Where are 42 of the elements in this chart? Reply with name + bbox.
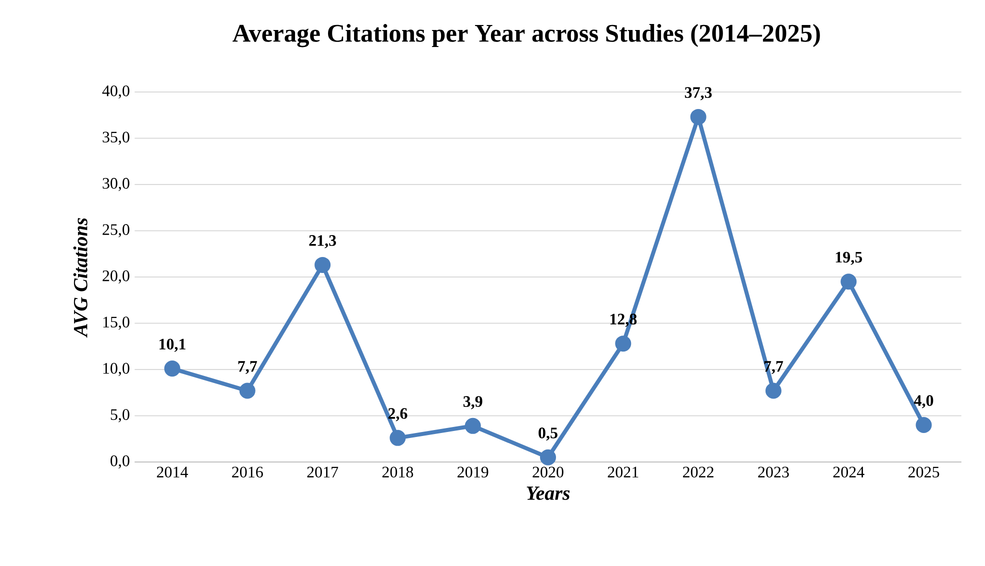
point	[464, 418, 481, 434]
y-tick-label: 0,0	[110, 455, 130, 469]
x-tick-label: 2014	[156, 466, 188, 478]
x-tick-label: 2022	[683, 466, 714, 478]
y-tick-label: 5,0	[110, 409, 130, 422]
y-tick-label: 30,0	[102, 178, 130, 192]
y-tick-label: 25,0	[102, 224, 130, 238]
point	[314, 256, 331, 273]
point	[390, 430, 406, 446]
point	[765, 382, 782, 399]
data-label: 4,0	[914, 395, 934, 408]
x-axis-title: Years	[526, 486, 570, 500]
x-tick-label: 2023	[758, 466, 789, 478]
chart-title: Average Citations per Year across Studies (2014–2025)	[232, 24, 820, 48]
x-tick-label: 2016	[232, 466, 263, 478]
x-tick-label: 2020	[532, 466, 564, 478]
x-tick-label: 2021	[608, 466, 638, 478]
data-label: 19,5	[836, 252, 862, 265]
point	[615, 336, 632, 352]
data-label: 3,9	[463, 396, 482, 410]
y-tick-label: 20,0	[102, 270, 130, 284]
data-label: 21,3	[309, 235, 336, 248]
x-tick-label: 2017	[307, 466, 338, 478]
x-tick-label: 2024	[833, 466, 864, 478]
x-tick-label: 2025	[908, 466, 940, 478]
data-label: 37,3	[684, 87, 712, 100]
data-label: 10,1	[160, 338, 186, 352]
y-tick-label: 35,0	[102, 132, 130, 145]
y-tick-label: 15,0	[103, 316, 130, 330]
point	[540, 449, 556, 466]
point	[840, 274, 857, 290]
data-label: 0,5	[538, 428, 558, 441]
x-tick-label: 2019	[458, 466, 488, 478]
data-label: 7,7	[238, 361, 258, 374]
y-tick-label: 40,0	[102, 85, 130, 99]
point	[164, 360, 180, 377]
point	[239, 382, 256, 399]
y-tick-label: 10,0	[103, 362, 130, 376]
x-tick-label: 2018	[382, 466, 414, 478]
point	[916, 416, 932, 433]
y-axis-title: AVG Citations	[73, 218, 88, 338]
point	[690, 108, 706, 125]
